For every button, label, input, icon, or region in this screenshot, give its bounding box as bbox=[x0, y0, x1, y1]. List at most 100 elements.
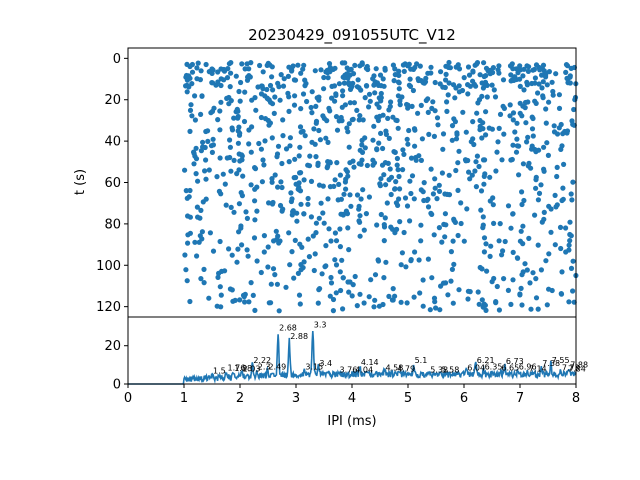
scatter-point bbox=[493, 300, 499, 306]
scatter-point bbox=[222, 181, 228, 187]
scatter-point bbox=[183, 267, 189, 273]
scatter-point bbox=[345, 75, 351, 81]
scatter-point bbox=[246, 299, 252, 305]
scatter-point bbox=[395, 202, 401, 208]
scatter-point bbox=[264, 86, 270, 93]
scatter-point bbox=[461, 238, 467, 244]
scatter-point bbox=[406, 127, 412, 134]
scatter-point bbox=[543, 120, 549, 126]
scatter-point bbox=[458, 200, 464, 206]
scatter-point bbox=[359, 137, 365, 143]
scatter-point bbox=[340, 88, 346, 94]
scatter-point bbox=[558, 291, 565, 297]
histogram-x-axis-label: IPI (ms) bbox=[327, 414, 376, 429]
peak-label: 7.55 bbox=[552, 356, 570, 365]
scatter-point bbox=[280, 206, 286, 212]
scatter-point bbox=[433, 305, 439, 311]
scatter-point bbox=[362, 145, 368, 151]
scatter-point bbox=[311, 126, 317, 132]
scatter-point bbox=[328, 280, 335, 286]
scatter-point bbox=[286, 64, 292, 70]
scatter-point bbox=[501, 131, 507, 137]
scatter-point bbox=[378, 90, 384, 97]
scatter-point bbox=[217, 127, 223, 133]
scatter-point bbox=[531, 66, 538, 73]
scatter-point bbox=[465, 296, 471, 302]
scatter-point bbox=[261, 162, 267, 168]
scatter-point bbox=[382, 215, 388, 221]
scatter-point bbox=[328, 238, 334, 244]
scatter-point bbox=[518, 67, 524, 73]
scatter-point bbox=[442, 191, 448, 197]
scatter-point bbox=[453, 85, 459, 91]
scatter-point bbox=[338, 287, 344, 294]
scatter-point bbox=[519, 201, 525, 208]
scatter-point bbox=[508, 225, 514, 231]
scatter-point bbox=[491, 220, 497, 226]
scatter-point bbox=[541, 144, 547, 150]
scatter-point bbox=[236, 229, 242, 235]
scatter-point bbox=[198, 68, 204, 74]
scatter-point bbox=[443, 71, 449, 77]
scatter-point bbox=[294, 218, 300, 224]
scatter-point bbox=[319, 271, 325, 277]
scatter-point bbox=[289, 196, 295, 202]
scatter-point bbox=[347, 192, 353, 198]
scatter-point bbox=[359, 157, 365, 163]
scatter-point bbox=[273, 228, 279, 234]
scatter-point bbox=[217, 108, 223, 114]
scatter-point bbox=[296, 153, 302, 159]
scatter-point bbox=[287, 135, 293, 141]
scatter-point bbox=[525, 134, 531, 140]
scatter-point bbox=[529, 114, 535, 120]
scatter-point bbox=[290, 63, 296, 69]
scatter-point bbox=[346, 144, 352, 150]
scatter-point bbox=[346, 289, 352, 295]
scatter-point bbox=[301, 62, 307, 68]
scatter-point bbox=[404, 136, 410, 142]
scatter-point bbox=[528, 306, 534, 312]
scatter-point bbox=[361, 300, 367, 306]
scatter-point bbox=[428, 64, 434, 70]
scatter-point bbox=[298, 129, 304, 135]
scatter-point bbox=[237, 297, 243, 303]
scatter-point bbox=[438, 69, 444, 75]
scatter-point bbox=[538, 182, 544, 188]
scatter-point bbox=[325, 75, 331, 81]
scatter-point bbox=[454, 131, 460, 138]
scatter-point bbox=[269, 101, 276, 107]
scatter-point bbox=[382, 160, 388, 166]
scatter-point bbox=[463, 129, 469, 135]
scatter-point bbox=[510, 277, 516, 283]
scatter-point bbox=[376, 104, 382, 110]
scatter-point bbox=[260, 157, 266, 163]
scatter-point bbox=[437, 307, 443, 313]
scatter-point bbox=[348, 203, 354, 209]
scatter-point bbox=[443, 222, 449, 228]
scatter-point bbox=[539, 72, 545, 78]
scatter-point bbox=[279, 184, 285, 191]
scatter-point bbox=[366, 91, 373, 97]
scatter-y-ticks: 0 20 40 60 80 100 120 bbox=[96, 52, 128, 315]
scatter-point bbox=[374, 222, 380, 228]
scatter-point bbox=[347, 100, 353, 106]
scatter-point bbox=[442, 234, 448, 240]
scatter-point bbox=[372, 272, 379, 278]
scatter-point bbox=[568, 191, 574, 197]
scatter-point bbox=[518, 228, 524, 234]
scatter-point bbox=[394, 162, 400, 168]
scatter-point bbox=[425, 70, 431, 76]
scatter-point bbox=[272, 172, 278, 178]
scatter-point bbox=[215, 117, 221, 123]
scatter-point bbox=[300, 66, 306, 72]
peak-label: 2.49 bbox=[268, 363, 286, 372]
scatter-point bbox=[381, 275, 387, 281]
scatter-point bbox=[182, 167, 188, 173]
scatter-point bbox=[271, 110, 277, 116]
scatter-point bbox=[360, 117, 366, 123]
scatter-point bbox=[491, 275, 497, 282]
scatter-point bbox=[384, 200, 390, 206]
scatter-point bbox=[270, 87, 276, 93]
x-tick-label: 3 bbox=[292, 391, 300, 406]
